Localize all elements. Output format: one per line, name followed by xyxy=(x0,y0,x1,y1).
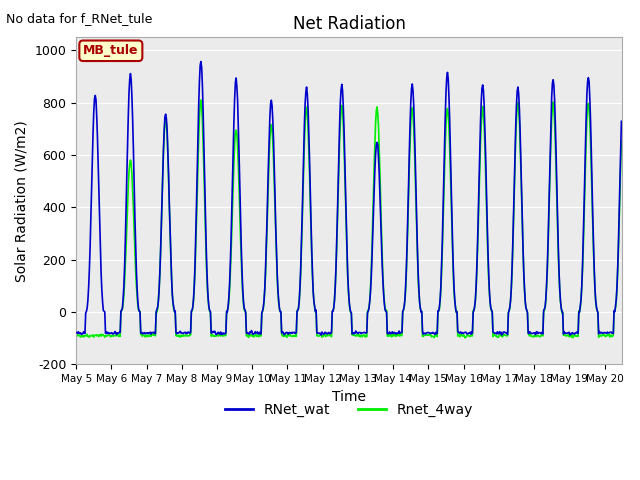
Legend: RNet_wat, Rnet_4way: RNet_wat, Rnet_4way xyxy=(220,397,479,423)
Y-axis label: Solar Radiation (W/m2): Solar Radiation (W/m2) xyxy=(15,120,29,282)
X-axis label: Time: Time xyxy=(332,390,366,404)
Title: Net Radiation: Net Radiation xyxy=(292,15,406,33)
Text: No data for f_RNet_tule: No data for f_RNet_tule xyxy=(6,12,153,25)
Text: MB_tule: MB_tule xyxy=(83,44,139,57)
